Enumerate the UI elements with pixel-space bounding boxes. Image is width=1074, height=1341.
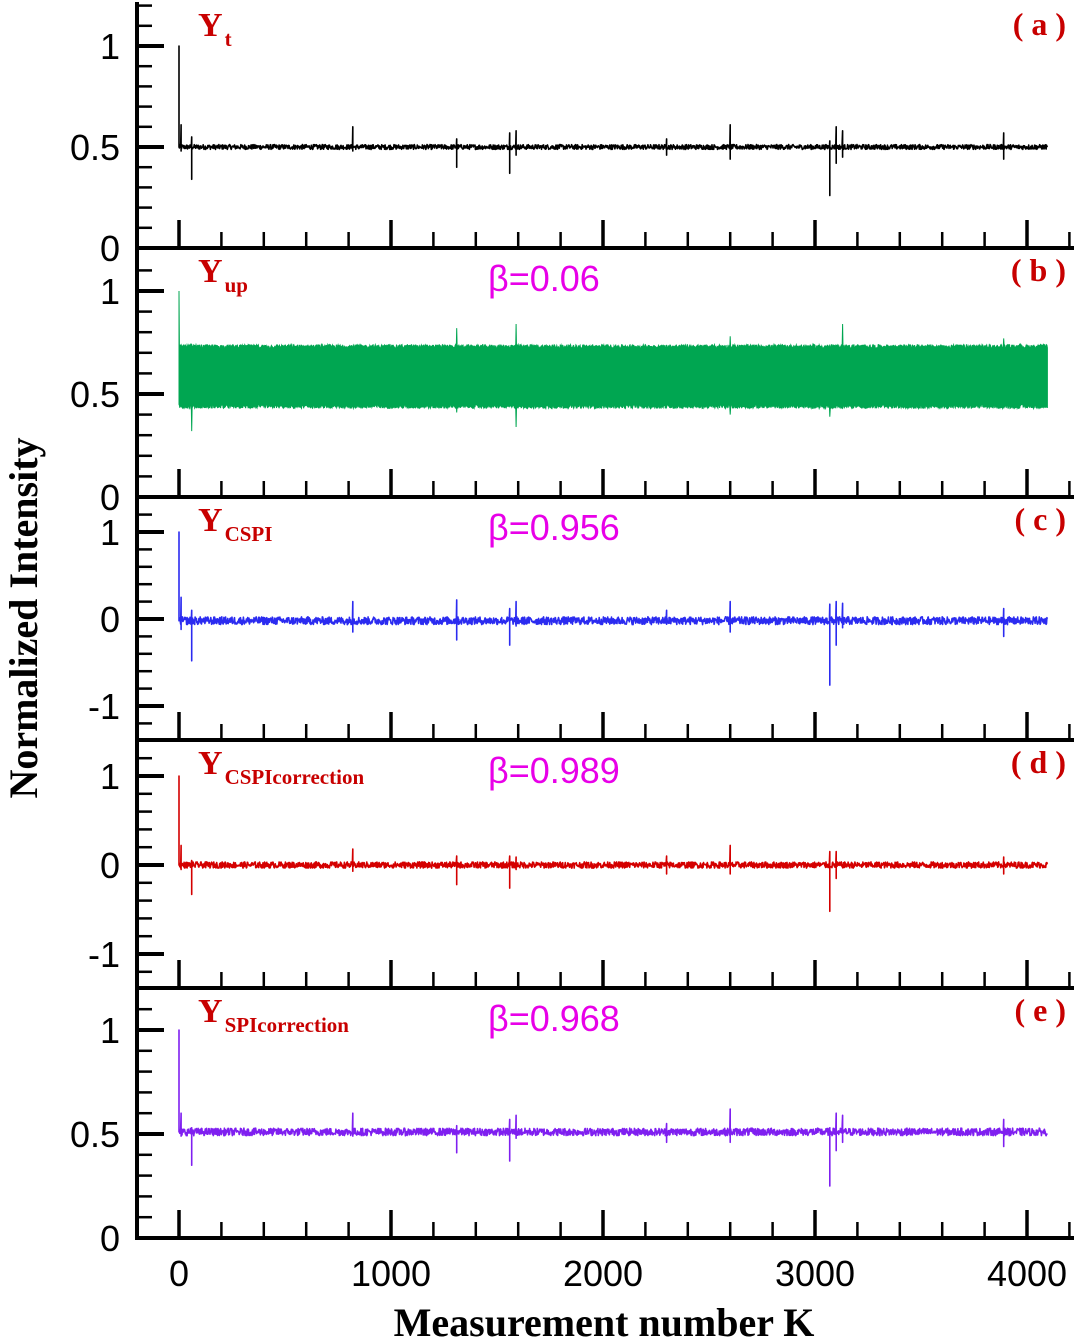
x-tick-label: 1000 [351,1253,431,1294]
x-axis-label: Measurement number K [394,1300,815,1341]
beta-value-b: β=0.06 [488,258,600,299]
series-label-a: Yt [198,7,232,51]
panel-d: -1 0 1 YCSPIcorrection β=0.989 ( d ) [88,740,1074,990]
y-tick-label: 1 [100,512,120,553]
panel-e: 0 0.5 1 YSPIcorrection β=0.968 ( e ) [70,988,1074,1259]
y-tick-label: -1 [88,686,120,727]
x-tick-label: 0 [169,1253,189,1294]
panel-c: -1 0 1 YCSPI β=0.956 ( c ) [88,497,1074,742]
y-tick-label: 0.5 [70,1114,120,1155]
y-tick-label: 0 [100,845,120,886]
series-label-e: YSPIcorrection [198,993,349,1037]
beta-value-e: β=0.968 [488,998,620,1039]
y-tick-label: 1 [100,756,120,797]
y-tick-label: 0 [100,477,120,518]
series-line-e [178,1029,1048,1187]
y-tick-label: 1 [100,271,120,312]
y-tick-label: 0 [100,599,120,640]
x-tick-label: 3000 [775,1253,855,1294]
x-axis: 0 1000 2000 3000 4000 [169,1253,1067,1294]
series-line-d [178,775,1049,913]
series-band-b [178,290,1048,432]
y-tick-label: 0.5 [70,127,120,168]
panel-tag-a: ( a ) [1013,6,1066,42]
beta-value-d: β=0.989 [488,750,620,791]
x-tick-label: 2000 [563,1253,643,1294]
beta-value-c: β=0.956 [488,507,620,548]
series-line-c [178,531,1049,686]
panel-tag-e: ( e ) [1014,992,1066,1028]
panel-tag-b: ( b ) [1011,252,1066,288]
y-tick-label: 0 [100,1218,120,1259]
y-tick-label: -1 [88,934,120,975]
y-tick-label: 1 [100,1010,120,1051]
panel-tag-d: ( d ) [1011,744,1066,780]
y-tick-label: 0 [100,228,120,269]
series-label-d: YCSPIcorrection [198,745,364,789]
series-label-c: YCSPI [198,502,272,546]
x-tick-label: 4000 [987,1253,1067,1294]
series-line-a [178,45,1049,197]
panel-tag-c: ( c ) [1014,501,1066,537]
panel-b: 0 0.5 1 Yup β=0.06 ( b ) [70,248,1074,518]
panel-a: 0 0.5 1 Yt ( a ) [70,2,1074,269]
y-tick-label: 0.5 [70,374,120,415]
y-axis-label: Normalized Intensity [1,437,46,798]
y-tick-label: 1 [100,26,120,67]
series-label-b: Yup [198,253,248,297]
